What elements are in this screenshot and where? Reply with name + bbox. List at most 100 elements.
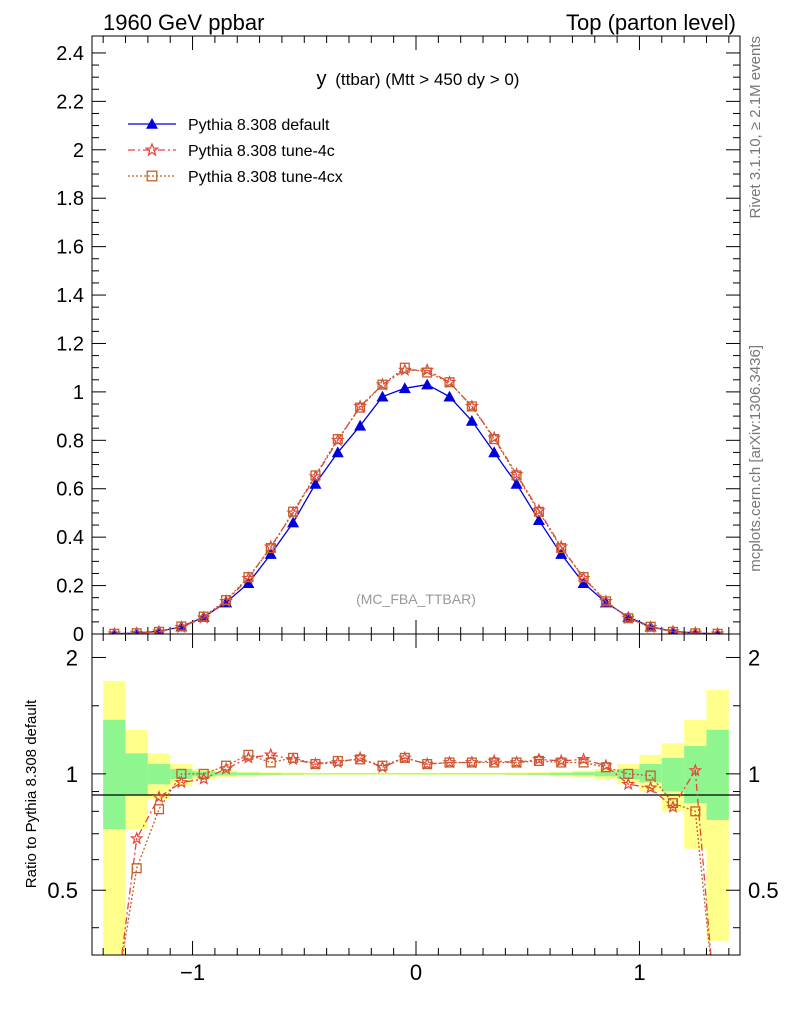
band-inner [371, 773, 394, 775]
ratio-point [221, 760, 232, 771]
band-inner [237, 772, 260, 776]
data-point [242, 577, 255, 588]
ratio-ylabel: Ratio to Pythia 8.308 default [23, 699, 40, 888]
data-point [532, 514, 545, 526]
ratio-point [690, 806, 701, 817]
data-point [577, 577, 590, 588]
data-point [466, 401, 477, 412]
data-point [421, 378, 434, 390]
main-ytick-label: 1.4 [56, 285, 84, 307]
ratio-xtick-label: 1 [633, 960, 645, 985]
series-line-1 [114, 369, 718, 634]
ratio-point [643, 780, 658, 794]
ratio-xtick-label: −1 [180, 960, 205, 985]
ratio-point [578, 757, 589, 768]
data-point [398, 382, 411, 394]
band-inner [214, 772, 238, 776]
band-inner [125, 753, 148, 796]
data-point [600, 596, 611, 607]
data-point [623, 613, 634, 624]
ratio-point [688, 763, 703, 777]
ratio-point [243, 749, 254, 760]
band-inner [438, 773, 461, 775]
main-ytick-label: 2 [73, 140, 84, 162]
band-inner [483, 773, 506, 775]
main-ytick-label: 1.6 [56, 237, 84, 259]
data-point [465, 414, 478, 426]
ratio-point [241, 750, 256, 764]
ratio-point [377, 760, 388, 771]
main-ytick-label: 0.2 [56, 576, 84, 598]
ratio-panel: 0.5 0.5 1 1 2 2 −1 0 1 Ratio to Pythia 8.308 def… [23, 633, 779, 985]
main-series [107, 362, 725, 634]
ratio-point [265, 757, 276, 768]
band-inner [460, 773, 484, 775]
ratio-line-1 [121, 754, 711, 955]
ratio-point [152, 789, 166, 804]
data-point [555, 548, 568, 559]
band-inner [572, 772, 595, 776]
legend-marker [146, 170, 158, 182]
band-inner [639, 764, 662, 783]
legend-entry: Pythia 8.308 tune-4cx [188, 169, 343, 186]
data-point [332, 434, 343, 445]
band-inner [594, 771, 618, 777]
band-inner [103, 719, 126, 830]
band-inner [326, 773, 349, 775]
ratio-point [600, 762, 611, 773]
ratio-ytick-label-right: 2 [748, 645, 760, 670]
band-inner [147, 764, 171, 785]
data-point [645, 621, 656, 632]
ratio-point [198, 768, 209, 779]
ratio-ytick-label-right: 0.5 [748, 878, 779, 903]
ratio-point [645, 770, 656, 781]
ratio-ytick-label: 1 [66, 762, 78, 787]
main-ytick-label: 0.8 [56, 430, 84, 452]
data-point [264, 548, 277, 559]
main-ytick-label: 1.8 [56, 188, 84, 210]
main-ytick-label: 2.4 [56, 43, 84, 65]
band-inner [527, 773, 551, 775]
band-inner [617, 768, 640, 779]
ratio-point [489, 757, 500, 768]
ratio-point [511, 757, 522, 768]
ratio-point [153, 804, 165, 815]
data-point [131, 628, 142, 634]
data-point [533, 506, 544, 517]
ratio-point [621, 776, 636, 791]
ratio-point [263, 747, 278, 761]
data-point [690, 628, 701, 634]
data-point [489, 434, 500, 445]
header-right: Top (parton level) [566, 10, 736, 35]
data-point [288, 506, 299, 517]
band-inner [348, 773, 372, 775]
legend: Pythia 8.308 default Pythia 8.308 tune-4c… [128, 117, 343, 186]
legend-entry: Pythia 8.308 tune-4c [188, 143, 335, 160]
ratio-point [623, 768, 634, 779]
data-point [310, 470, 321, 481]
legend-marker [144, 142, 160, 157]
main-ytick-label: 0.4 [56, 527, 84, 549]
band-inner [661, 757, 685, 792]
data-point [667, 626, 679, 634]
band-inner [304, 773, 327, 775]
data-point [488, 446, 501, 458]
data-point [132, 627, 141, 634]
ratio-point [399, 752, 410, 763]
ratio-point [332, 755, 343, 766]
ratio-series [121, 747, 712, 955]
plot-title-main: y [317, 68, 327, 90]
data-point [354, 419, 367, 431]
band-inner [281, 773, 305, 775]
ratio-point [288, 752, 299, 763]
mcplots-label: mcplots.cern.ch [arXiv:1306.3436] [747, 345, 764, 572]
ratio-point [556, 757, 567, 768]
data-point [556, 543, 567, 554]
ratio-point [466, 757, 477, 768]
ratio-ytick-label: 2 [66, 645, 78, 670]
band-inner [416, 773, 439, 775]
data-point [176, 621, 187, 632]
data-point [578, 572, 589, 583]
plot-title-sub: (ttbar) (Mtt > 450 dy > 0) [335, 70, 519, 89]
band-inner [706, 729, 729, 820]
